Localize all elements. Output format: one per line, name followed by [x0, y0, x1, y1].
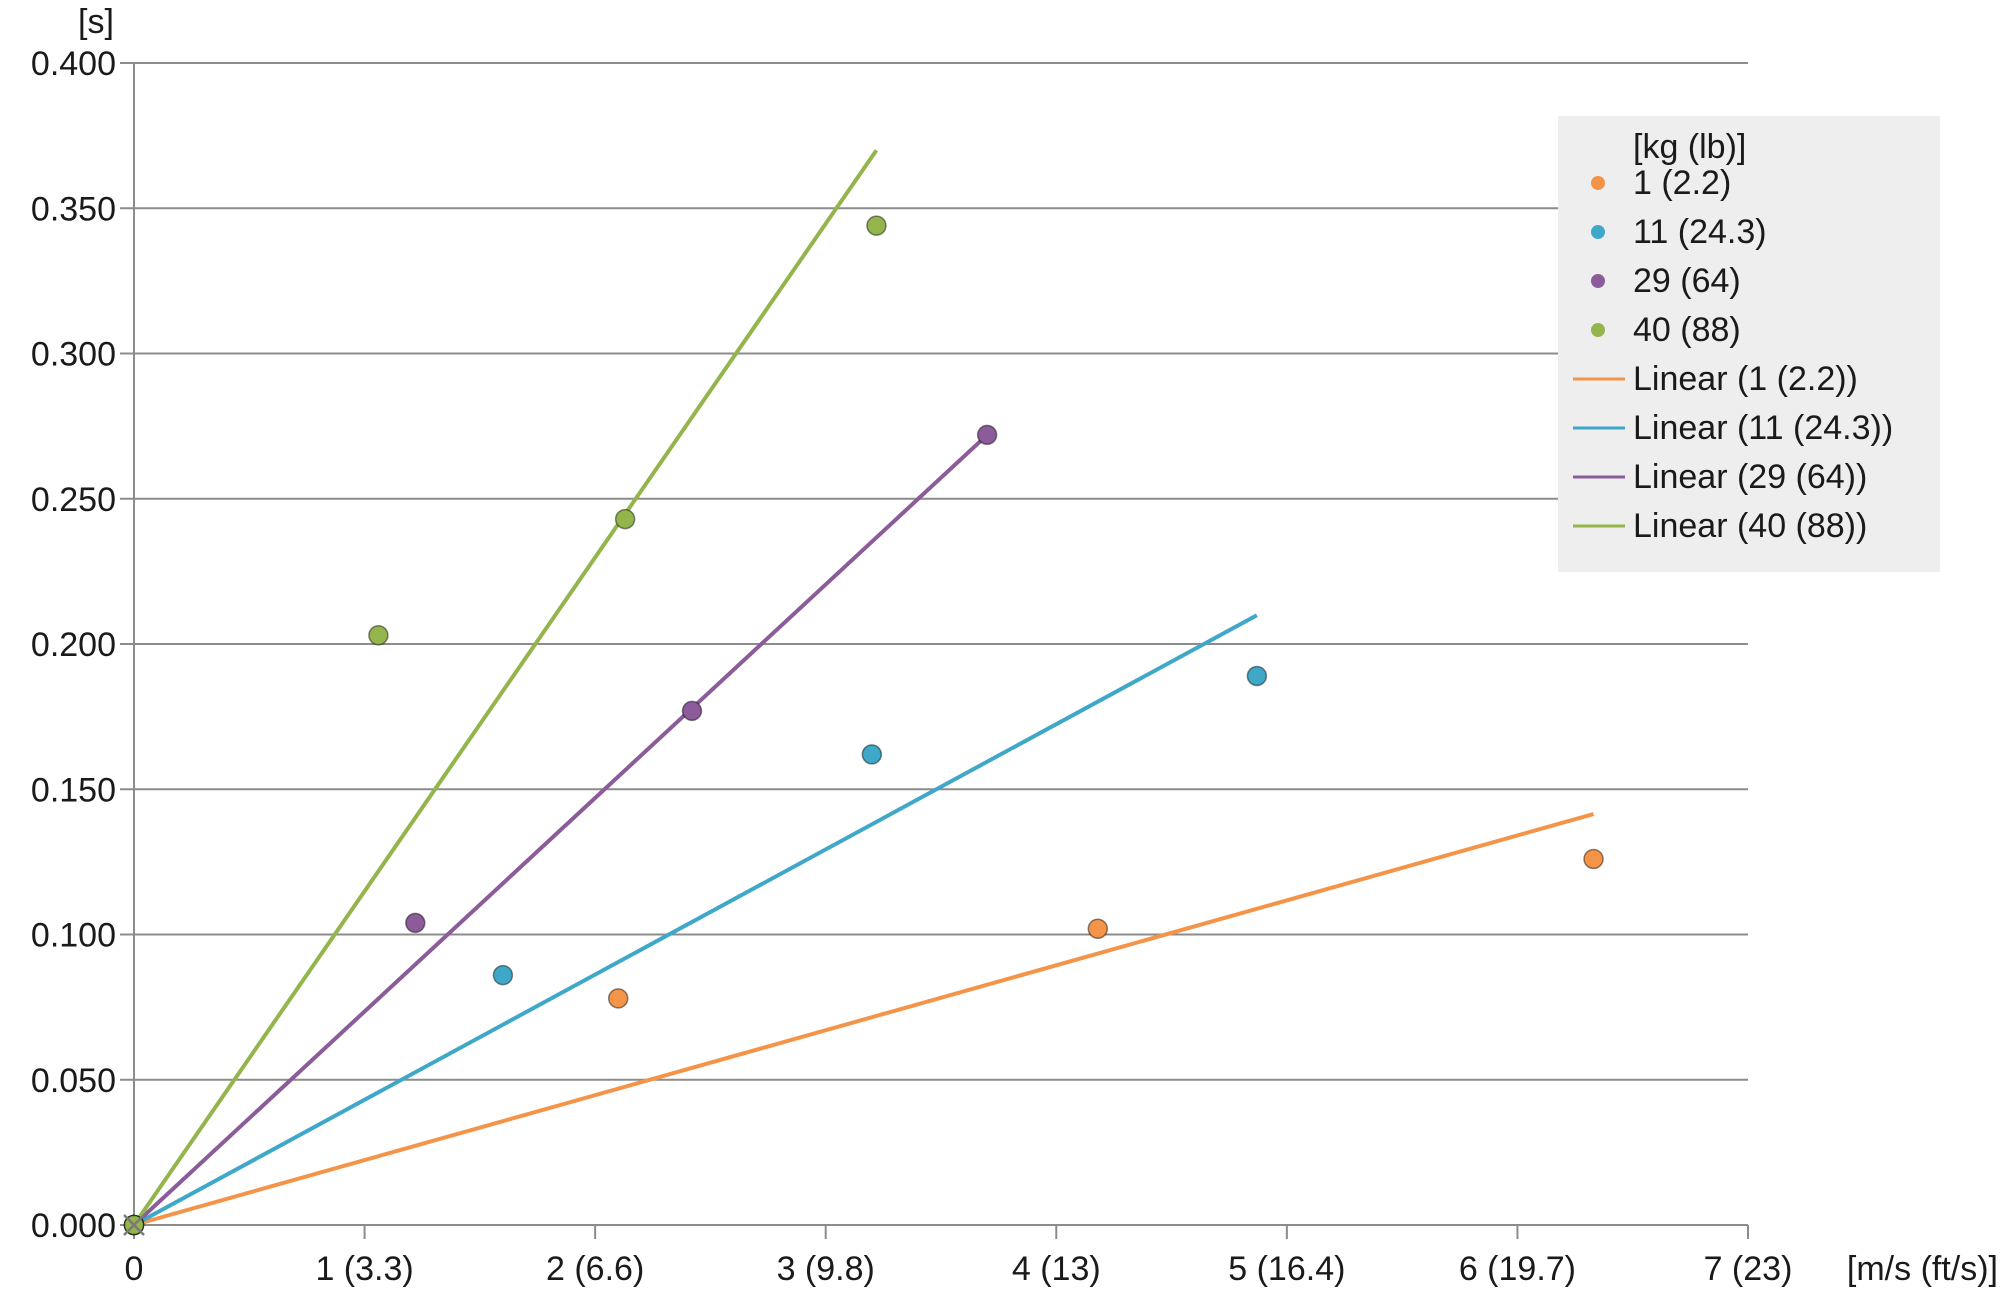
- x-tick-labels: 0 1 (3.3) 2 (6.6) 3 (9.8) 4 (13) 5 (16.4) 6 (1…: [125, 1250, 1793, 1288]
- data-point-0-1: [607, 988, 629, 1009]
- y-tick-label-8: 0.400: [31, 45, 116, 83]
- y-tick-label-2: 0.100: [31, 917, 116, 955]
- gridlines: [120, 62, 1749, 1239]
- x-tick-label-3: 3 (9.8): [777, 1250, 875, 1288]
- data-point-0-2: [1087, 918, 1109, 939]
- y-tick-label-5: 0.250: [31, 481, 116, 519]
- trend-line-1: [133, 613, 1258, 1227]
- legend-label-3: 40 (88): [1633, 311, 1741, 349]
- x-tick-label-0: 0: [125, 1250, 144, 1288]
- y-tick-label-4: 0.200: [31, 626, 116, 664]
- data-point-3-1: [368, 625, 389, 646]
- y-tick-label-1: 0.050: [31, 1062, 116, 1100]
- data-point-2-2: [681, 700, 703, 722]
- legend-marker-2: [1591, 274, 1605, 288]
- data-point-2-1: [405, 912, 426, 934]
- x-tick-label-4: 4 (13): [1012, 1250, 1101, 1288]
- data-point-3-2: [614, 508, 636, 530]
- y-tick-labels: 0.000 0.050 0.100 0.150 0.200 0.250 0.300 0.350…: [31, 45, 116, 1245]
- trend-line-3: [132, 149, 879, 1227]
- legend-marker-1: [1591, 225, 1605, 239]
- data-points: [123, 215, 1604, 1236]
- data-point-1-1: [492, 964, 514, 986]
- data-point-0-3: [1583, 848, 1604, 870]
- y-tick-label-3: 0.150: [31, 771, 116, 809]
- data-point-1-2: [861, 744, 883, 765]
- origin-marker-b: [123, 1214, 145, 1236]
- x-axis-label: [m/s (ft/s)]: [1847, 1250, 1998, 1288]
- y-tick-label-6: 0.300: [31, 336, 116, 374]
- legend-fit-label-1: Linear (11 (24.3)): [1633, 409, 1893, 447]
- legend-fit-label-3: Linear (40 (88)): [1633, 507, 1867, 545]
- legend-fit-label-0: Linear (1 (2.2)): [1633, 360, 1858, 398]
- trend-line-0: [133, 812, 1595, 1227]
- trend-lines: [132, 149, 1595, 1227]
- data-point-3-3: [866, 215, 887, 236]
- x-tick-label-7: 7 (23): [1704, 1250, 1793, 1288]
- legend-box: [1558, 116, 1940, 572]
- x-tick-label-6: 6 (19.7): [1459, 1250, 1576, 1288]
- legend-marker-3: [1591, 323, 1605, 337]
- y-tick-label-7: 0.350: [31, 190, 116, 228]
- trend-line-2: [132, 433, 989, 1227]
- legend: [kg (lb)] 1 (2.2) 11 (24.3) 29 (64) 40 (88)…: [1558, 116, 1940, 572]
- y-axis-label: [s]: [78, 3, 114, 41]
- legend-fit-label-2: Linear (29 (64)): [1633, 458, 1867, 496]
- x-tick-label-2: 2 (6.6): [546, 1250, 644, 1288]
- legend-label-0: 1 (2.2): [1633, 164, 1731, 202]
- legend-marker-0: [1591, 176, 1605, 190]
- x-tick-label-1: 1 (3.3): [315, 1250, 413, 1288]
- y-tick-label-0: 0.000: [31, 1207, 116, 1245]
- data-point-1-3: [1246, 665, 1268, 687]
- legend-label-2: 29 (64): [1633, 262, 1741, 300]
- data-point-2-3: [976, 424, 998, 446]
- x-tick-label-5: 5 (16.4): [1228, 1250, 1345, 1288]
- legend-label-1: 11 (24.3): [1633, 213, 1767, 251]
- legend-title: [kg (lb)]: [1633, 128, 1746, 166]
